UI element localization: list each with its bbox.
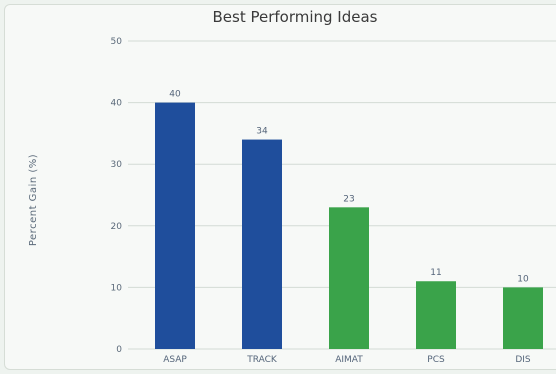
x-tick-label: ASAP xyxy=(163,355,187,365)
data-label: 23 xyxy=(343,194,354,204)
data-labels: 40 34 23 11 10 xyxy=(169,90,529,285)
data-label: 34 xyxy=(256,127,268,137)
y-tick-label: 10 xyxy=(111,283,123,293)
y-axis-label: Percent Gain (%) xyxy=(28,154,39,246)
x-axis-ticks: ASAP TRACK AIMAT PCS DIS xyxy=(163,355,531,365)
data-label: 11 xyxy=(430,268,441,278)
y-tick-label: 0 xyxy=(116,345,122,355)
bar xyxy=(416,281,456,349)
y-tick-label: 20 xyxy=(111,222,123,232)
y-tick-label: 50 xyxy=(111,37,123,47)
x-tick-label: PCS xyxy=(427,355,445,365)
y-tick-label: 30 xyxy=(111,160,123,170)
data-label: 40 xyxy=(169,90,181,100)
chart-title: Best Performing Ideas xyxy=(212,8,378,26)
x-tick-label: TRACK xyxy=(246,355,278,365)
x-tick-label: DIS xyxy=(515,355,531,365)
bar xyxy=(155,102,195,349)
bar xyxy=(329,207,369,349)
bar xyxy=(242,139,282,349)
x-tick-label: AIMAT xyxy=(335,355,363,365)
data-label: 10 xyxy=(517,274,529,284)
y-axis-ticks: 0 10 20 30 40 50 xyxy=(111,37,123,355)
bar xyxy=(503,287,543,349)
bars xyxy=(155,102,543,349)
y-tick-label: 40 xyxy=(111,99,123,109)
